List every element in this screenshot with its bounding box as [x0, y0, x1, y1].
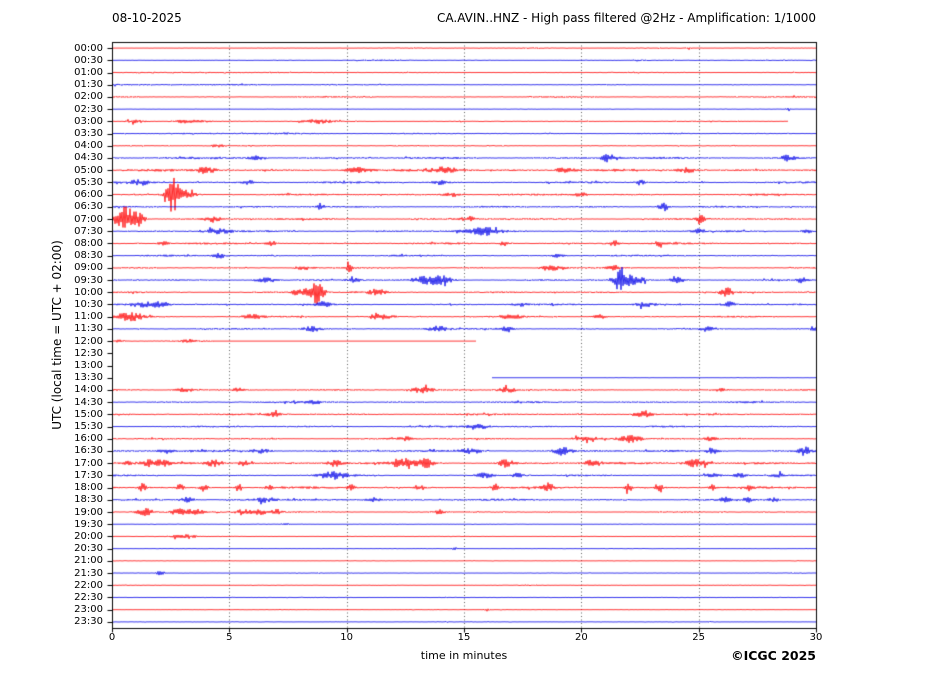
figure-date: 08-10-2025 [112, 11, 182, 25]
row-label-1630: 16:30 [74, 445, 103, 457]
row-label-1230: 12:30 [74, 347, 103, 359]
row-label-2200: 22:00 [74, 579, 103, 591]
row-label-1200: 12:00 [74, 335, 103, 347]
row-label-2230: 22:30 [74, 591, 103, 603]
row-label-1530: 15:30 [74, 421, 103, 433]
x-tick-label-25: 25 [692, 632, 706, 643]
row-label-0730: 07:30 [74, 225, 103, 237]
row-label-1700: 17:00 [74, 457, 103, 469]
row-label-2130: 21:30 [74, 567, 103, 579]
row-label-0300: 03:00 [74, 115, 103, 127]
row-label-2100: 21:00 [74, 555, 103, 567]
row-label-0930: 09:30 [74, 274, 103, 286]
row-label-0000: 00:00 [74, 42, 103, 54]
x-tick-label-10: 10 [340, 632, 354, 643]
row-label-1100: 11:00 [74, 311, 103, 323]
row-label-1500: 15:00 [74, 408, 103, 420]
row-label-0530: 05:30 [74, 176, 103, 188]
row-label-2030: 20:30 [74, 543, 103, 555]
row-label-0100: 01:00 [74, 67, 103, 79]
row-label-0430: 04:30 [74, 152, 103, 164]
row-label-1430: 14:30 [74, 396, 103, 408]
row-label-0600: 06:00 [74, 189, 103, 201]
row-label-1930: 19:30 [74, 518, 103, 530]
row-label-0200: 02:00 [74, 91, 103, 103]
row-label-0630: 06:30 [74, 201, 103, 213]
row-label-1330: 13:30 [74, 372, 103, 384]
row-label-1030: 10:30 [74, 298, 103, 310]
row-label-0330: 03:30 [74, 128, 103, 140]
row-label-0500: 05:00 [74, 164, 103, 176]
row-label-1600: 16:00 [74, 433, 103, 445]
row-label-0130: 01:30 [74, 79, 103, 91]
row-label-1400: 14:00 [74, 384, 103, 396]
row-label-1130: 11:30 [74, 323, 103, 335]
row-label-0400: 04:00 [74, 140, 103, 152]
row-label-1800: 18:00 [74, 482, 103, 494]
row-label-0030: 00:30 [74, 54, 103, 66]
row-label-1830: 18:30 [74, 494, 103, 506]
x-tick-label-15: 15 [457, 632, 471, 643]
row-label-1000: 10:00 [74, 286, 103, 298]
x-tick-label-0: 0 [108, 632, 116, 643]
row-label-0830: 08:30 [74, 250, 103, 262]
x-tick-label-30: 30 [809, 632, 823, 643]
row-label-0800: 08:00 [74, 237, 103, 249]
row-label-0230: 02:30 [74, 103, 103, 115]
row-label-0900: 09:00 [74, 262, 103, 274]
row-label-2330: 23:30 [74, 616, 103, 628]
x-tick-label-5: 5 [226, 632, 233, 643]
row-label-1900: 19:00 [74, 506, 103, 518]
copyright-note: ©ICGC 2025 [731, 648, 816, 663]
row-label-1730: 17:30 [74, 469, 103, 481]
row-label-2300: 23:00 [74, 604, 103, 616]
figure-title: CA.AVIN..HNZ - High pass filtered @2Hz -… [437, 11, 816, 25]
x-axis-label: time in minutes [420, 649, 508, 662]
x-tick-label-20: 20 [574, 632, 588, 643]
row-label-0700: 07:00 [74, 213, 103, 225]
row-label-2000: 20:00 [74, 530, 103, 542]
row-label-1300: 13:00 [74, 360, 103, 372]
